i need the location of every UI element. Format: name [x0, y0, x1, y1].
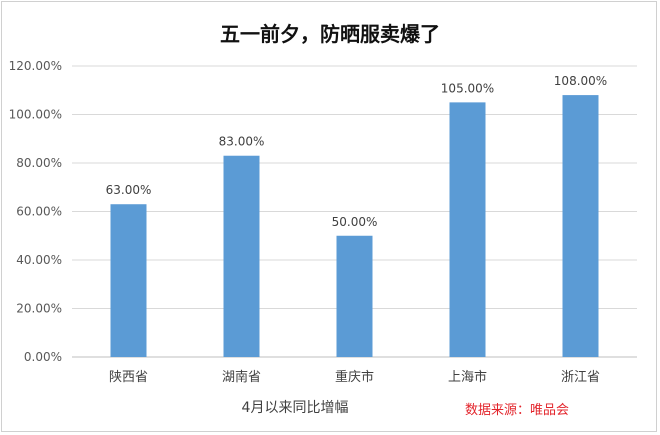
bar-5	[562, 95, 599, 357]
data-label: 63.00%	[106, 183, 152, 197]
y-tick-label: 100.00%	[9, 108, 62, 122]
y-tick-label: 0.00%	[24, 350, 62, 364]
x-tick-label: 上海市	[448, 369, 487, 385]
x-tick-label: 湖南省	[222, 369, 261, 385]
y-tick-label: 60.00%	[16, 205, 62, 219]
x-axis-label: 4月以来同比增幅	[241, 400, 349, 416]
y-axis-ticks: 0.00% 20.00% 40.00% 60.00% 80.00% 100.00% 120.…	[9, 59, 62, 364]
y-tick-label: 80.00%	[16, 156, 62, 170]
x-tick-label: 陕西省	[109, 370, 148, 385]
data-label: 105.00%	[441, 81, 494, 95]
chart-title: 五一前夕，防晒服卖爆了	[220, 22, 440, 46]
source-note: 数据来源：唯品会	[465, 403, 570, 418]
y-tick-label: 40.00%	[16, 253, 62, 267]
bar-2	[223, 155, 260, 357]
bar-3	[336, 235, 373, 357]
y-tick-label: 20.00%	[16, 302, 62, 316]
y-tick-label: 120.00%	[9, 59, 62, 73]
data-label: 50.00%	[332, 215, 378, 229]
data-label: 83.00%	[219, 135, 265, 149]
data-labels: 63.00% 83.00% 50.00% 105.00% 108.00%	[106, 74, 608, 229]
bar-4	[449, 102, 486, 357]
bar-1	[110, 204, 147, 357]
data-label: 108.00%	[554, 74, 607, 88]
x-tick-label: 重庆市	[335, 369, 374, 385]
bars	[110, 95, 599, 357]
x-tick-label: 浙江省	[561, 370, 600, 385]
x-axis-ticks: 陕西省 湖南省 重庆市 上海市 浙江省	[109, 369, 600, 385]
